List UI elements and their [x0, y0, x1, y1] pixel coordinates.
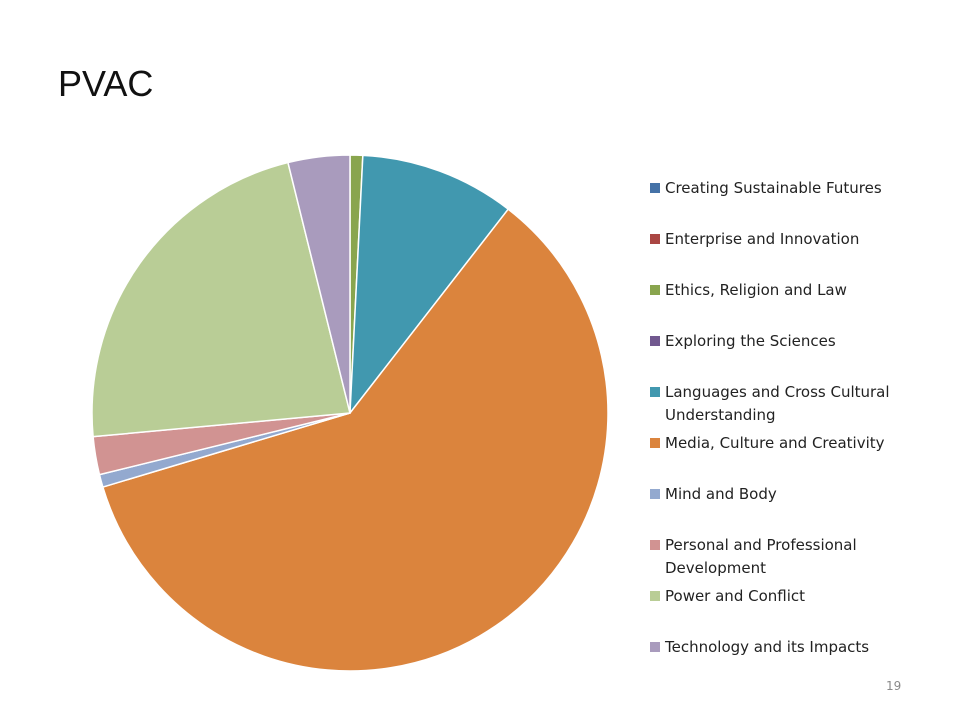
slide-title: PVAC — [58, 63, 154, 104]
legend-swatch — [650, 285, 660, 295]
pie-slice-power-and-conflict — [91, 161, 351, 438]
legend-swatch — [650, 438, 660, 448]
legend-item-media-culture-and-creativity: Media, Culture and Creativity — [650, 432, 915, 455]
legend-swatch — [650, 642, 660, 652]
pie-slice-technology-and-its-impacts — [287, 154, 351, 414]
legend-item-personal-and-professional-development: Personal and Professional Development — [650, 534, 915, 580]
pie-slice-media-culture-and-creativity — [102, 208, 609, 672]
legend-item-creating-sustainable-futures: Creating Sustainable Futures — [650, 177, 915, 200]
legend-swatch — [650, 234, 660, 244]
legend-swatch — [650, 387, 660, 397]
legend-label: Exploring the Sciences — [665, 332, 836, 350]
legend-label: Creating Sustainable Futures — [665, 179, 882, 197]
pie-slice-languages-and-cross-cultural-understanding — [349, 154, 509, 414]
legend-label: Media, Culture and Creativity — [665, 434, 885, 452]
legend-label: Personal and Professional Development — [665, 536, 857, 577]
legend-item-power-and-conflict: Power and Conflict — [650, 585, 915, 608]
legend-label: Technology and its Impacts — [665, 638, 870, 656]
legend-item-mind-and-body: Mind and Body — [650, 483, 915, 506]
legend-label: Mind and Body — [665, 485, 777, 503]
pie-slices — [91, 154, 609, 672]
legend-item-exploring-the-sciences: Exploring the Sciences — [650, 330, 915, 353]
legend-swatch — [650, 183, 660, 193]
legend-item-technology-and-its-impacts: Technology and its Impacts — [650, 636, 915, 659]
legend-label: Languages and Cross Cultural Understandi… — [665, 383, 890, 424]
page-number: 19 — [886, 679, 902, 693]
legend-item-languages-and-cross-cultural-understanding: Languages and Cross Cultural Understandi… — [650, 381, 915, 427]
legend-swatch — [650, 540, 660, 550]
legend-label: Power and Conflict — [665, 587, 806, 605]
legend-swatch — [650, 489, 660, 499]
legend-swatch — [650, 336, 660, 346]
legend-item-ethics-religion-and-law: Ethics, Religion and Law — [650, 279, 915, 302]
legend-label: Ethics, Religion and Law — [665, 281, 847, 299]
legend-item-enterprise-and-innovation: Enterprise and Innovation — [650, 228, 915, 251]
legend-label: Enterprise and Innovation — [665, 230, 860, 248]
legend-swatch — [650, 591, 660, 601]
